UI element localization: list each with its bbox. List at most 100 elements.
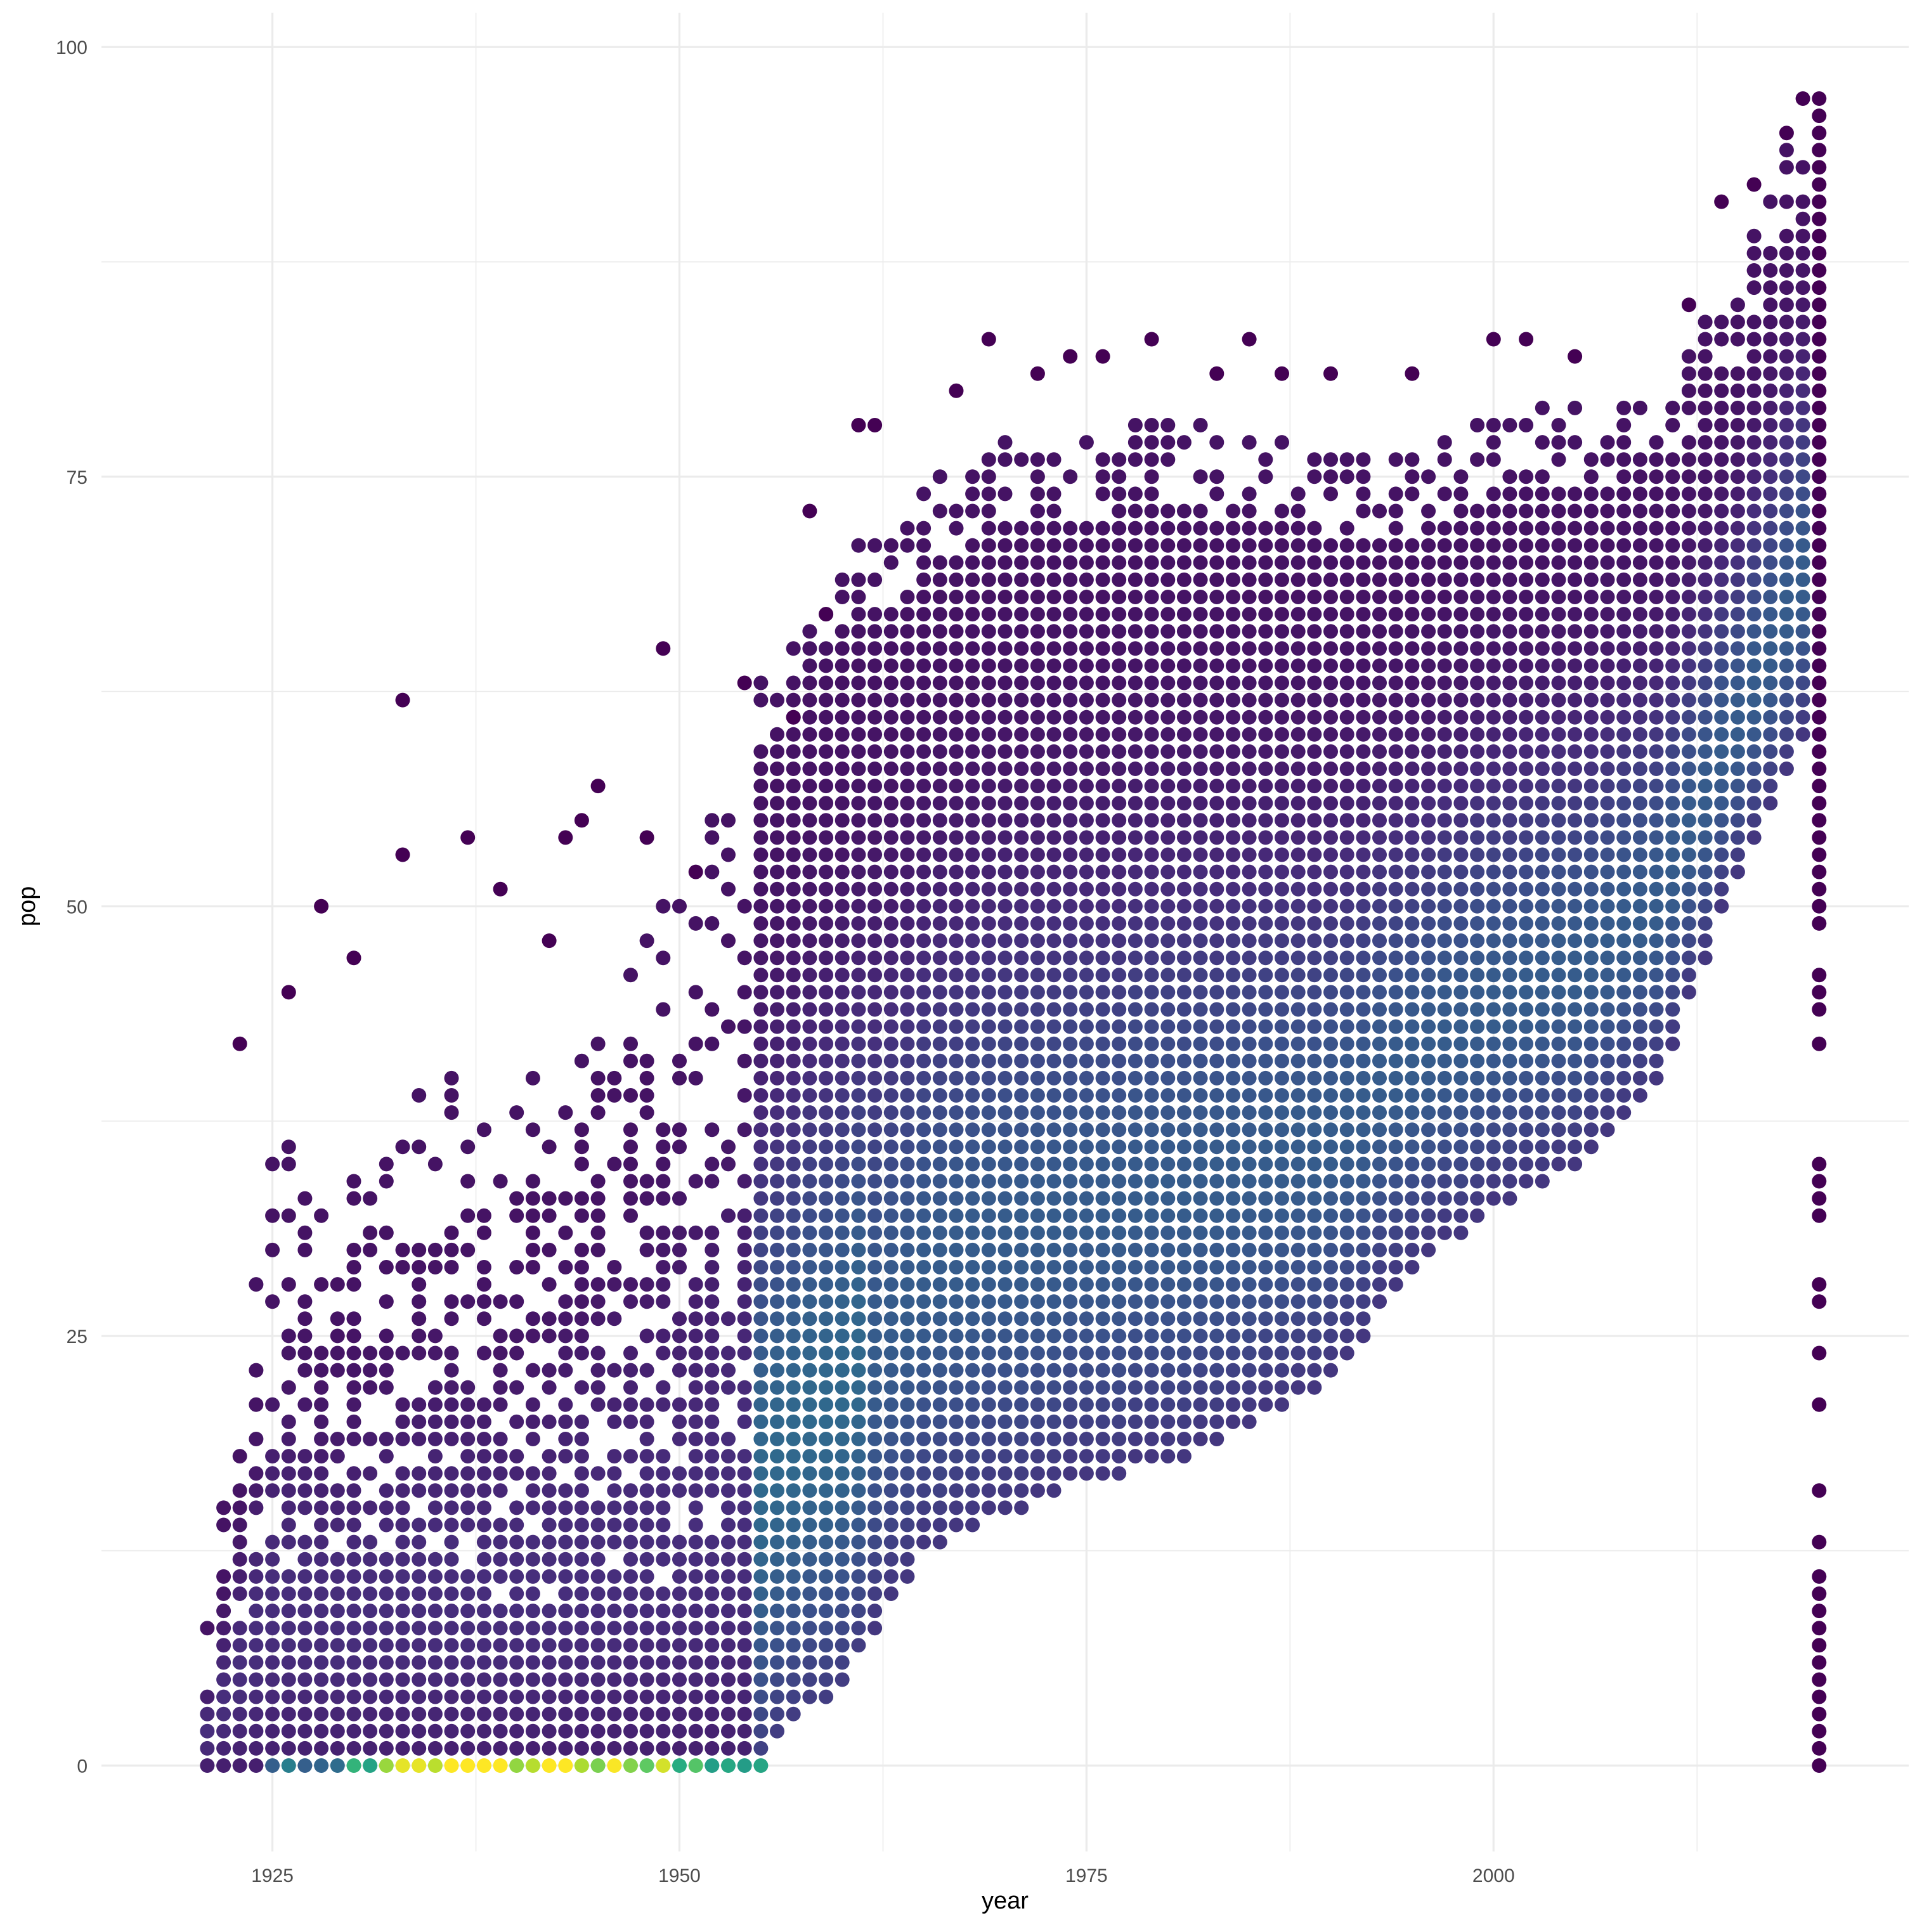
data-point — [1209, 968, 1224, 983]
data-point — [1388, 1208, 1403, 1223]
data-point — [656, 1139, 671, 1155]
data-point — [1551, 641, 1566, 656]
data-point — [297, 1569, 313, 1584]
data-point — [639, 1242, 654, 1257]
data-point — [965, 503, 980, 519]
data-point — [476, 1277, 491, 1292]
data-point — [819, 710, 834, 725]
data-point — [1290, 1277, 1306, 1292]
data-point — [1160, 624, 1176, 639]
data-point — [1339, 1311, 1354, 1326]
data-point — [1127, 968, 1143, 983]
data-point — [786, 1277, 801, 1292]
data-point — [900, 710, 915, 725]
data-point — [444, 1363, 459, 1378]
data-point — [1568, 1157, 1583, 1172]
data-point — [1681, 727, 1696, 742]
data-point — [1323, 1311, 1338, 1326]
data-point — [330, 1604, 345, 1619]
data-point — [1568, 607, 1583, 622]
data-point — [1258, 624, 1273, 639]
data-point — [1193, 1174, 1208, 1189]
data-point — [1583, 830, 1599, 845]
data-point — [1519, 486, 1534, 502]
data-point — [265, 1586, 280, 1601]
data-point — [1388, 744, 1403, 759]
data-point — [1356, 813, 1371, 828]
data-point — [949, 1174, 964, 1189]
data-point — [574, 1449, 589, 1464]
data-point — [1226, 933, 1240, 949]
data-point — [1014, 1105, 1029, 1120]
data-point — [297, 1500, 313, 1515]
data-point — [1095, 1019, 1110, 1034]
data-point — [1323, 1191, 1338, 1206]
data-point — [1079, 864, 1094, 879]
data-point — [1470, 762, 1485, 776]
data-point — [786, 1191, 801, 1206]
data-point — [1307, 1122, 1322, 1138]
data-point — [1632, 469, 1647, 484]
data-point — [1226, 710, 1240, 725]
data-point — [851, 1345, 866, 1361]
data-point — [753, 898, 769, 914]
data-point — [1453, 1053, 1469, 1068]
data-point — [1226, 1191, 1240, 1206]
data-point — [1258, 744, 1273, 759]
data-point — [281, 1432, 296, 1446]
data-point — [1275, 675, 1289, 690]
data-point — [1568, 1122, 1583, 1138]
data-point — [1144, 779, 1159, 794]
data-point — [753, 1277, 769, 1292]
data-point — [1176, 1277, 1192, 1292]
data-point — [1681, 297, 1696, 313]
data-point — [1307, 590, 1322, 604]
data-point — [705, 1638, 720, 1653]
data-point — [1453, 658, 1469, 673]
data-point — [1616, 418, 1632, 432]
data-point — [1079, 1449, 1094, 1464]
data-point — [1519, 985, 1534, 1000]
data-point — [1356, 1053, 1371, 1068]
data-point — [1063, 1414, 1078, 1429]
data-point — [1486, 1070, 1501, 1086]
data-point — [1079, 710, 1094, 725]
data-point — [1502, 985, 1517, 1000]
data-point — [737, 1397, 752, 1412]
data-point — [770, 1414, 784, 1429]
data-point — [786, 1552, 801, 1567]
data-point — [1030, 624, 1045, 639]
data-point — [1046, 1053, 1062, 1068]
data-point — [737, 1174, 752, 1189]
data-point — [1421, 1053, 1436, 1068]
data-point — [1095, 762, 1110, 776]
data-point — [1583, 590, 1599, 604]
data-point — [883, 796, 899, 811]
data-point — [1258, 572, 1273, 587]
data-point — [379, 1706, 394, 1721]
data-point — [705, 813, 720, 828]
data-point — [802, 1328, 817, 1344]
data-point — [574, 1466, 589, 1481]
data-point — [1665, 521, 1680, 536]
data-point — [867, 830, 883, 845]
data-point — [509, 1414, 524, 1429]
data-point — [1470, 692, 1485, 708]
data-point — [1193, 1397, 1208, 1412]
data-point — [851, 710, 866, 725]
data-point — [1275, 985, 1289, 1000]
data-point — [916, 658, 932, 673]
data-point — [1551, 1070, 1566, 1086]
data-point — [851, 1053, 866, 1068]
data-point — [1275, 555, 1289, 570]
data-point — [1763, 452, 1778, 467]
data-point — [1405, 796, 1420, 811]
data-point — [1307, 1036, 1322, 1051]
data-point — [1014, 658, 1029, 673]
data-point — [1095, 1311, 1110, 1326]
data-point — [574, 1672, 589, 1687]
data-point — [623, 968, 638, 983]
data-point — [1226, 538, 1240, 553]
data-point — [297, 1706, 313, 1721]
data-point — [867, 1449, 883, 1464]
